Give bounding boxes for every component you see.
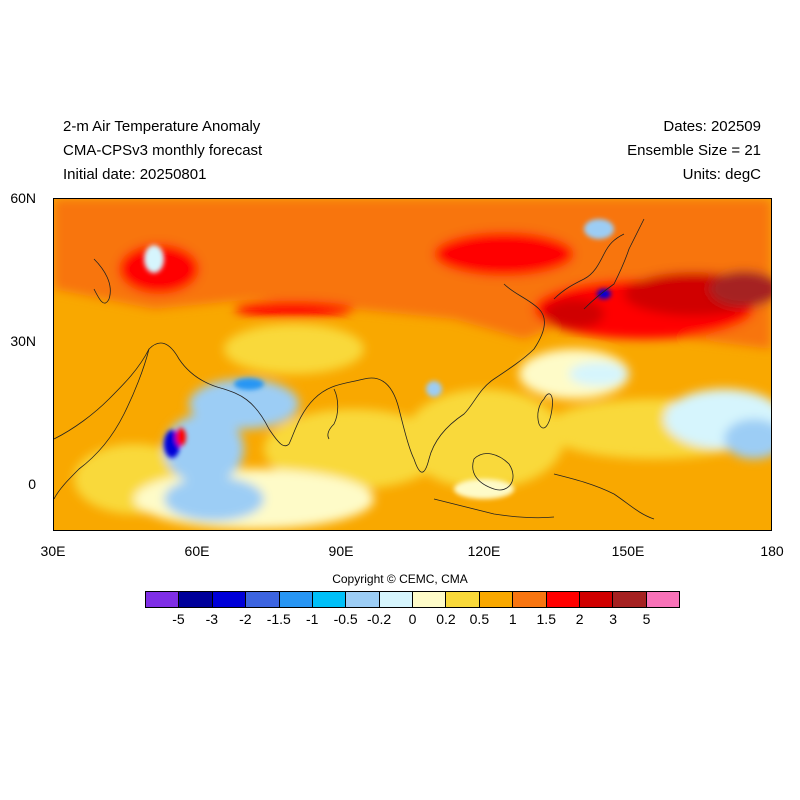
coast-borneo — [472, 453, 514, 491]
copyright-text: Copyright © CEMC, CMA — [332, 572, 468, 586]
colorbar-box — [413, 592, 447, 607]
colorbar-box — [179, 592, 213, 607]
coast-arabia — [54, 348, 150, 500]
lon-label-60e: 60E — [184, 543, 210, 559]
cool-zone-equator — [164, 477, 264, 521]
colorbar-label: -0.2 — [367, 611, 392, 627]
warm-patch-mongolia — [434, 232, 574, 276]
colorbar-box — [146, 592, 180, 607]
mild-zone-indochina — [404, 389, 564, 489]
colorbar-label: -3 — [205, 611, 219, 627]
anomaly-map — [53, 198, 772, 531]
warm-patch-tibet — [234, 301, 354, 317]
cold-spot-arabian — [234, 378, 264, 390]
colorbar-label: 1 — [508, 611, 517, 627]
colorbar-label: 0.2 — [436, 611, 456, 627]
colorbar-label: 0.5 — [469, 611, 490, 627]
colorbar-box — [246, 592, 280, 607]
lon-label-30e: 30E — [40, 543, 66, 559]
coast-java — [433, 498, 555, 519]
cool-zone-east-pacific — [724, 419, 771, 459]
mild-zone-tibet — [224, 324, 364, 374]
coastlines — [54, 218, 655, 520]
cool-spot-okhotsk — [584, 219, 614, 239]
colorbar — [145, 591, 680, 608]
colorbar-label: -0.5 — [333, 611, 358, 627]
map-title: 2-m Air Temperature Anomaly — [63, 118, 261, 135]
lon-label-150e: 150E — [611, 543, 645, 559]
lat-label-eq: 0 — [28, 476, 36, 492]
warm-patch-korea — [544, 299, 604, 329]
colorbar-box — [379, 592, 413, 607]
lon-label-180: 180 — [760, 543, 784, 559]
colorbar-box — [312, 592, 347, 607]
colorbar-box — [346, 592, 380, 607]
ensemble-size: Ensemble Size = 21 — [627, 142, 761, 159]
lon-label-120e: 120E — [467, 543, 501, 559]
colorbar-box — [446, 592, 480, 607]
warm-patch-east — [709, 271, 771, 307]
initial-date: Initial date: 20250801 — [63, 166, 207, 183]
colorbar-box — [613, 592, 647, 607]
coast-korea — [553, 233, 625, 300]
coast-caspian — [93, 258, 111, 304]
model-name: CMA-CPSv3 monthly forecast — [63, 142, 263, 159]
colorbar-label: 0 — [408, 611, 417, 627]
colorbar-box — [279, 592, 313, 607]
hot-spot-somali — [176, 428, 186, 446]
colorbar-label: -1.5 — [266, 611, 291, 627]
colorbar-label: -5 — [172, 611, 185, 627]
coast-new-guinea — [553, 473, 655, 520]
colorbar-box — [546, 592, 580, 607]
units-label: Units: degC — [682, 166, 761, 183]
lat-label-60n: 60N — [10, 190, 36, 206]
colorbar-label: 1.5 — [536, 611, 556, 627]
coast-philippines — [537, 393, 553, 429]
lon-label-90e: 90E — [328, 543, 354, 559]
forecast-dates: Dates: 202509 — [663, 118, 761, 135]
colorbar-box — [579, 592, 614, 607]
cool-spot-caspian — [144, 245, 164, 273]
coast-asia-south — [54, 283, 545, 473]
colorbar-label: 5 — [642, 611, 651, 627]
lat-label-30n: 30N — [10, 333, 36, 349]
colorbar-label: 2 — [575, 611, 584, 627]
anomaly-field — [54, 199, 771, 529]
cool-spot-vietnam — [426, 381, 442, 397]
mild-zone-bengal — [264, 409, 444, 489]
colorbar-box — [513, 592, 547, 607]
map-info-block: Dates: 202509 Ensemble Size = 21 Units: … — [627, 115, 761, 187]
colorbar-label: -2 — [239, 611, 252, 627]
anomaly-details — [144, 219, 614, 499]
coast-japan — [583, 218, 645, 310]
colorbar-box — [646, 592, 679, 607]
anomaly-map-canvas — [54, 199, 771, 530]
colorbar-box — [212, 592, 247, 607]
colorbar-label: -1 — [305, 611, 319, 627]
pale-spot-borneo — [454, 479, 514, 499]
colorbar-box — [479, 592, 514, 607]
map-title-block: 2-m Air Temperature Anomaly CMA-CPSv3 mo… — [63, 115, 262, 187]
cool-zone-philippine — [569, 362, 629, 386]
coast-sri-lanka — [327, 388, 339, 440]
cold-spot-japan — [597, 289, 611, 299]
colorbar-label: 3 — [609, 611, 618, 627]
